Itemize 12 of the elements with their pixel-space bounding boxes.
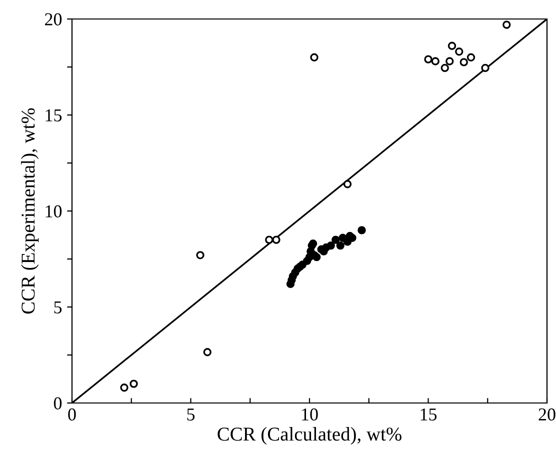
x-tick-label: 10 [302, 408, 318, 421]
y-tick-label: 10 [46, 205, 62, 218]
x-tick-label: 5 [187, 408, 195, 421]
x-tick-label: 15 [420, 408, 437, 421]
x-tick-label: 20 [538, 408, 556, 421]
y-tick-label: 15 [46, 109, 62, 122]
x-tick-label: 0 [68, 408, 76, 421]
y-axis-title: CCR (Experimental), wt% [21, 108, 39, 314]
y-tick-label: 5 [54, 301, 62, 314]
y-tick-label: 20 [45, 13, 62, 26]
x-axis-title: CCR (Calculated), wt% [218, 427, 402, 445]
y-tick-label: 0 [54, 397, 62, 410]
